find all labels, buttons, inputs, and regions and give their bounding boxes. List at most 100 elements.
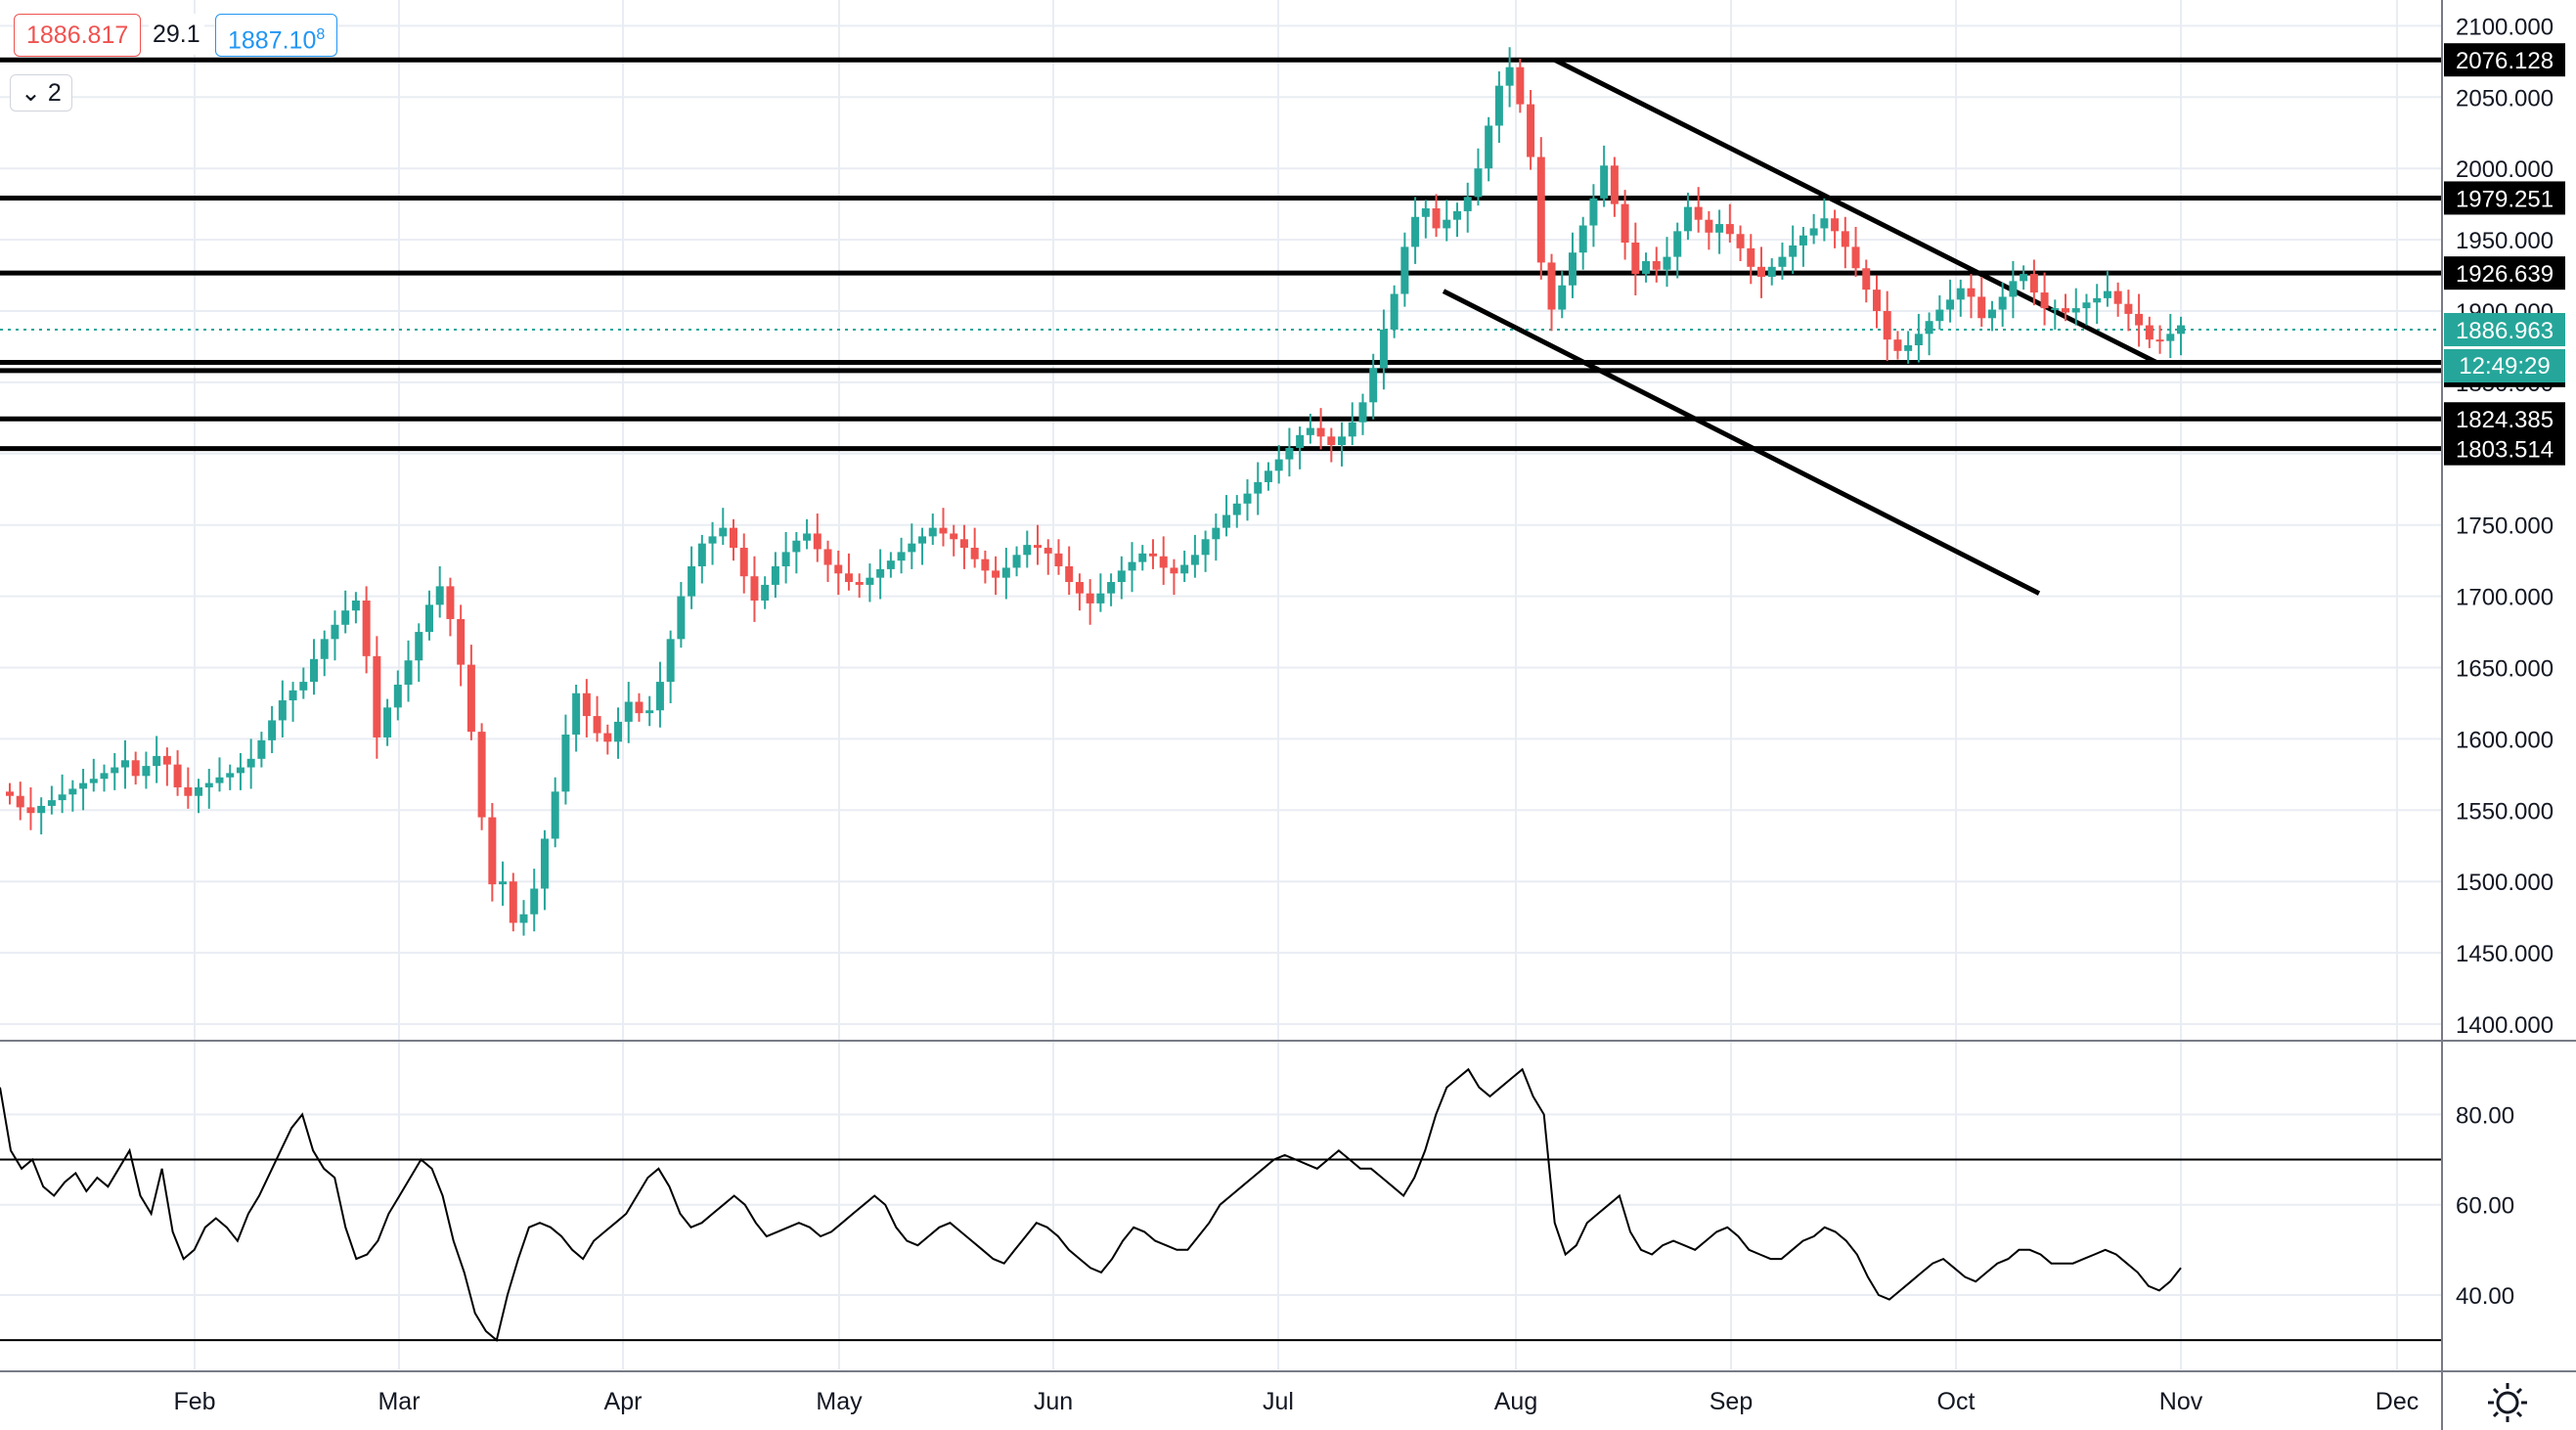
candle [499,861,508,906]
candle-body [289,690,297,701]
candle [2093,284,2102,325]
candle-body [708,536,717,544]
candle [1725,203,1734,244]
pane-collapse-count: 2 [47,79,62,107]
pane-collapse-toggle[interactable]: ⌄ 2 [10,74,72,112]
candle-body [1914,334,1923,345]
candle [1516,58,1525,113]
x-tick-label: May [816,1388,863,1415]
candle-body [688,565,696,597]
candle-body [2071,308,2080,313]
candle-body [1232,503,1241,515]
candle [1463,182,1472,233]
candle [457,604,466,687]
candle [1946,279,1955,323]
candle-body [1159,556,1168,568]
candle-body [278,700,287,721]
candle-body [2009,281,2018,297]
candle [184,767,193,809]
candle-body [1443,219,1451,229]
candle [1663,237,1671,288]
candle-body [981,559,990,571]
candle [708,521,717,565]
candle [1411,197,1420,264]
candle-body [1212,527,1221,540]
y-tick-label: 1550.000 [2456,798,2554,825]
rsi-y-tick-label: 40.00 [2456,1283,2514,1310]
candle [58,774,67,814]
candle-body [246,758,255,768]
candle [215,757,224,792]
candle-body [2103,290,2111,298]
candle-body [1096,593,1105,603]
candle [1338,422,1347,467]
candle [1180,550,1189,583]
candle-body [645,710,654,714]
candle-body [1516,67,1525,105]
candle-body [299,682,308,691]
x-tick-label: Nov [2159,1388,2203,1415]
candle-body [603,733,612,742]
candle-body [488,817,497,885]
candle [1831,209,1840,248]
candle [1170,559,1178,596]
candle-body [1128,561,1136,571]
candle [897,537,906,574]
candle [1767,258,1776,286]
candle-body [68,788,77,795]
candle [1001,548,1010,600]
gear-icon[interactable] [2484,1379,2531,1426]
candle [1694,187,1703,233]
candle-body [1001,567,1010,578]
candle-body [1190,555,1199,565]
level-badge: 1979.251 [2444,181,2565,215]
x-tick-label: Oct [1937,1388,1976,1415]
level-badge-bg [2444,402,2565,436]
candle-body [1348,422,1356,437]
candle-body [666,639,675,683]
ask-price[interactable]: 1887.108 [215,14,338,57]
candle-body [834,564,843,574]
level-badge-bg [2444,43,2565,77]
candle [730,518,737,561]
level-badge: 1926.639 [2444,256,2565,290]
candle-body [1767,266,1776,278]
candle [1883,290,1891,362]
candle [246,738,255,789]
y-tick-label: 2000.000 [2456,156,2554,183]
candle-body [1369,368,1378,403]
spread: 29.1 [149,14,204,55]
candle-body [111,767,119,774]
candle-body [950,533,958,540]
candle [26,786,35,830]
candle-body [876,568,885,578]
candle-body [1463,197,1472,211]
candle-body [1715,224,1724,233]
candle-body [362,600,371,656]
candle [2124,290,2133,332]
candle [666,630,675,703]
y-tick-label: 1500.000 [2456,870,2554,896]
candle-body [26,807,35,814]
candle [1379,309,1388,390]
spread-label: 29.1 [153,21,200,48]
candle [362,586,371,674]
candle-body [320,639,329,659]
candle [1264,462,1272,491]
bid-price[interactable]: 1886.817 [14,14,142,57]
candle-body [1578,225,1587,253]
x-tick-label: Apr [604,1388,643,1415]
candle [582,679,591,737]
candle [1212,514,1221,561]
candle-body [1998,296,2007,310]
candle [1148,539,1157,569]
candle [2103,271,2111,307]
candle-body [1536,156,1545,263]
candle-body [1474,168,1483,198]
candle [310,639,319,695]
candle-body [897,552,906,561]
candle [855,573,864,599]
candle [1872,275,1881,329]
candle [1285,427,1294,477]
